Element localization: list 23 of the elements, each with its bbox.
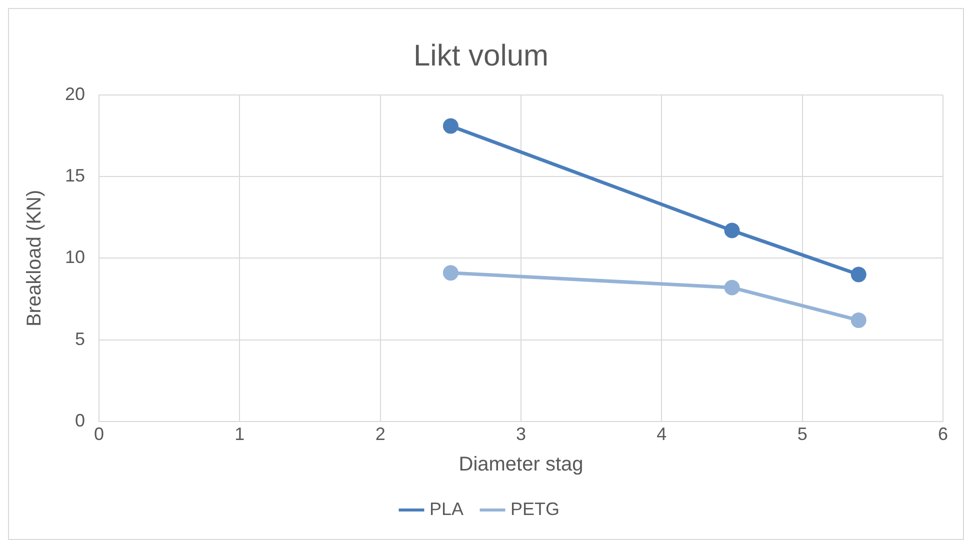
- x-tick-label: 0: [94, 424, 104, 444]
- x-tick-label: 3: [516, 424, 526, 444]
- y-tick-label: 10: [64, 247, 86, 268]
- point: [442, 118, 458, 134]
- y-tick-label: 20: [64, 84, 86, 104]
- legend-label: PLA: [429, 498, 464, 519]
- x-tick-label: 6: [938, 424, 948, 444]
- point: [850, 266, 866, 282]
- point: [724, 222, 740, 238]
- legend-label: PETG: [510, 498, 560, 519]
- point: [724, 280, 740, 296]
- x-tick-label: 2: [375, 424, 386, 444]
- y-tick-label: 0: [75, 410, 86, 430]
- point: [850, 312, 866, 328]
- x-tick-label: 5: [797, 424, 808, 444]
- y-axis-title: Breakload (KN): [24, 190, 46, 327]
- x-tick-label: 4: [656, 424, 667, 444]
- chart-title: Likt volum: [413, 39, 549, 72]
- point: [442, 265, 458, 281]
- y-tick-label: 5: [75, 328, 86, 349]
- y-tick-label: 15: [64, 166, 86, 186]
- x-tick-label: 1: [234, 424, 245, 444]
- x-axis-title: Diameter stag: [458, 454, 584, 476]
